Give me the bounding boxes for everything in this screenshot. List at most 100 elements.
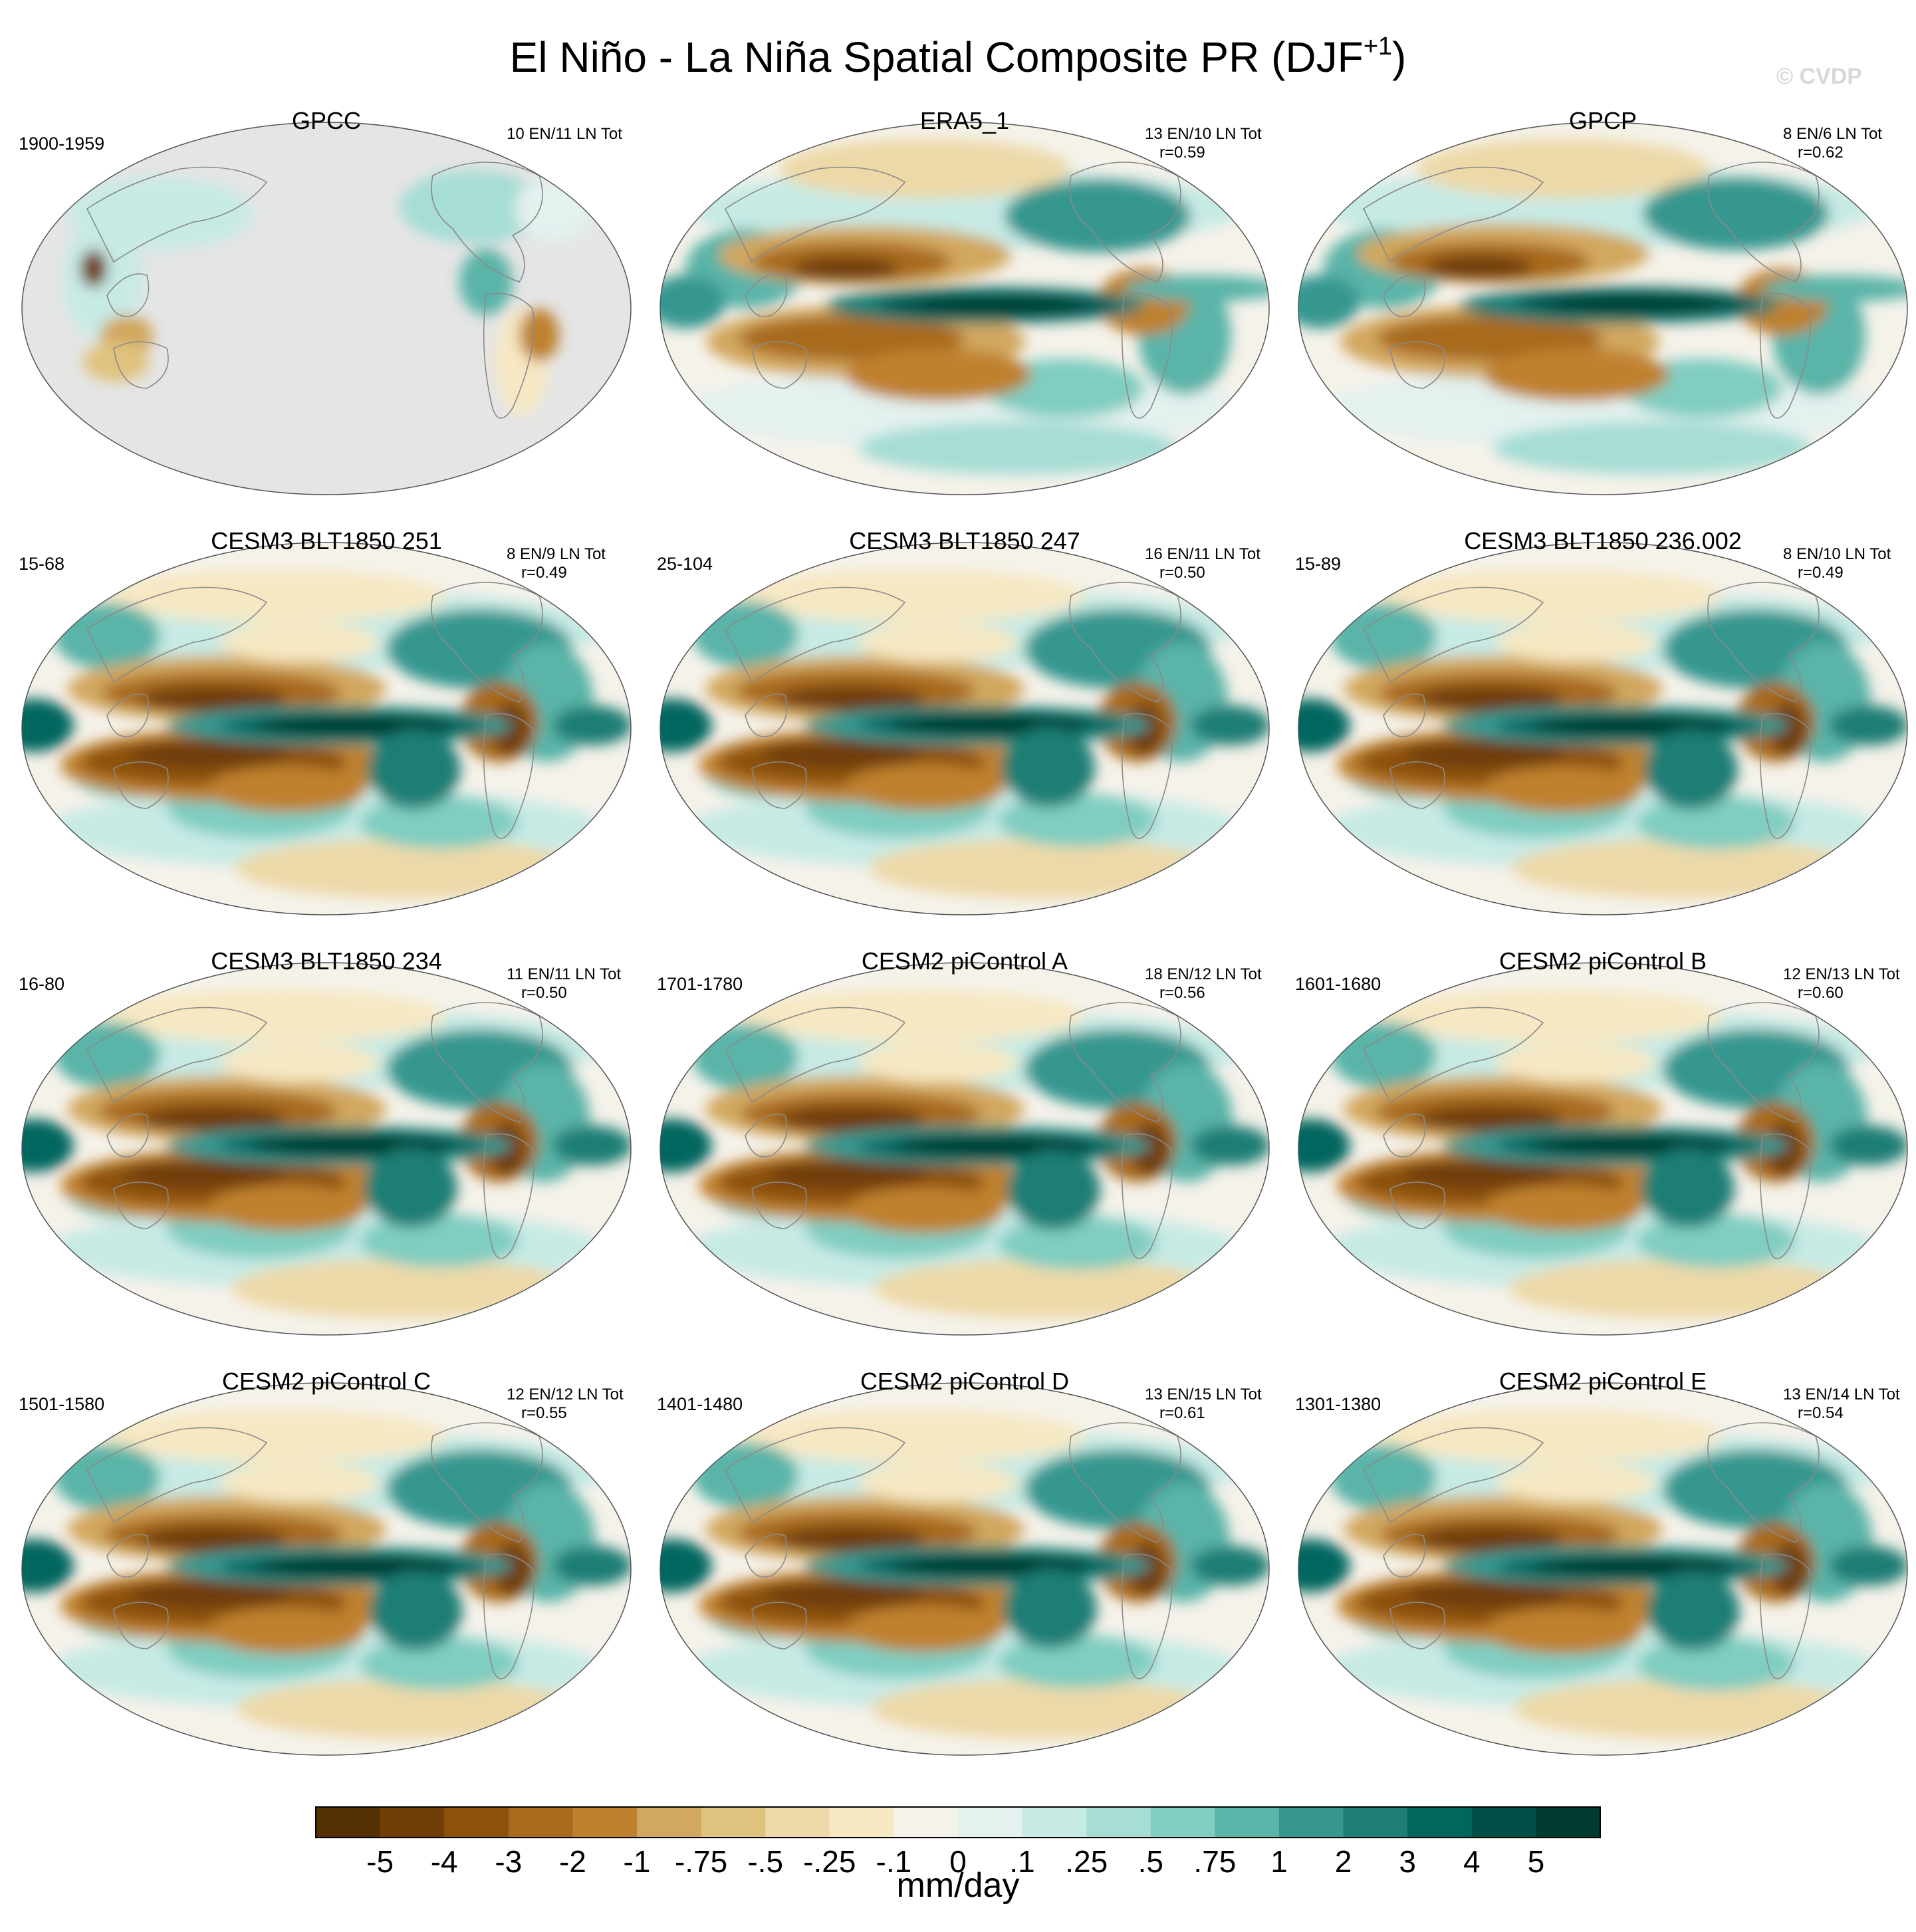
colorbar-swatch (829, 1807, 894, 1838)
anomaly-region (459, 249, 513, 315)
map-panel: CESM3 BLT1850 236.002 15-89 8 EN/10 LN Tot… (1283, 520, 1916, 940)
map-outline (1298, 1382, 1908, 1756)
anomaly-region (778, 1526, 925, 1552)
anomaly-region (1497, 622, 1656, 662)
colorbar-swatch (508, 1807, 573, 1838)
anomaly-region (1417, 685, 1563, 712)
map (21, 1382, 632, 1756)
panel-title: CESM2 piControl B (1498, 947, 1707, 975)
map-outline (659, 122, 1270, 495)
event-count-label: 13 EN/15 LN Tot (1145, 1386, 1262, 1403)
map-outline (1298, 962, 1908, 1336)
colorbar-swatch (1536, 1807, 1601, 1838)
anomaly-region (1829, 1546, 1907, 1586)
panel-event-counts: 8 EN/10 LN Tot r=0.49 (1783, 545, 1916, 582)
panel-title: CESM2 piControl C (221, 1368, 431, 1395)
pattern-correlation: r=0.54 (1798, 1404, 1844, 1422)
colorbar-swatch (1086, 1807, 1151, 1838)
anomaly-region (1532, 715, 1731, 735)
colorbar-swatch (444, 1807, 509, 1838)
colorbar-tick-label: 4 (1463, 1844, 1481, 1879)
anomaly-region (1829, 705, 1907, 745)
anomaly-region (1771, 1542, 1808, 1596)
pattern-correlation: r=0.50 (521, 984, 567, 1002)
colorbar-tick-label: -.1 (876, 1844, 912, 1879)
anomaly-region (1191, 1126, 1269, 1165)
anomaly-region (858, 622, 1018, 662)
panel-event-counts: 13 EN/15 LN Tot r=0.61 (1145, 1386, 1284, 1423)
anomaly-region (519, 308, 559, 362)
event-count-label: 13 EN/10 LN Tot (1145, 125, 1262, 143)
anomaly-region (1005, 179, 1191, 253)
map-outline (21, 1382, 632, 1756)
colorbar-swatch (1022, 1807, 1087, 1838)
anomaly-region (22, 1539, 74, 1592)
anomaly-region (1417, 1526, 1563, 1552)
colorbar-tick-label: .1 (1009, 1844, 1034, 1879)
colorbar-tick-label: 1 (1270, 1844, 1288, 1879)
anomaly-region (370, 1570, 463, 1651)
anomaly-region (894, 1136, 1094, 1155)
map (21, 962, 632, 1336)
colorbar-tick-label: -1 (624, 1844, 651, 1879)
map (21, 542, 632, 915)
event-count-label: 8 EN/10 LN Tot (1783, 545, 1891, 563)
anomaly-region (54, 603, 160, 669)
panel-event-counts: 11 EN/11 LN Tot r=0.50 (507, 965, 646, 1003)
anomaly-region (778, 139, 1071, 199)
anomaly-region (1377, 569, 1723, 622)
anomaly-region (1191, 1546, 1269, 1586)
anomaly-region (1298, 1119, 1350, 1172)
panel-title: GPCC (291, 107, 361, 134)
pattern-correlation: r=0.56 (1159, 984, 1205, 1002)
anomaly-region (492, 702, 529, 755)
anomaly-region (845, 1187, 1005, 1233)
anomaly-region (235, 838, 580, 898)
event-count-label: 12 EN/13 LN Tot (1783, 965, 1900, 983)
panel-period: 1401-1480 (657, 1394, 743, 1414)
anomaly-region (22, 1119, 74, 1172)
anomaly-region (739, 1409, 1084, 1463)
panel-title: CESM3 BLT1850 251 (211, 527, 442, 554)
anomaly-region (207, 766, 366, 812)
map-panel: CESM2 piControl A 1701-1780 18 EN/12 LN To… (645, 940, 1284, 1360)
map-field (22, 1383, 631, 1755)
event-count-label: 18 EN/12 LN Tot (1145, 965, 1262, 983)
panel-title: CESM2 piControl D (860, 1368, 1070, 1395)
anomaly-region (1534, 1556, 1733, 1576)
anomaly-region (1641, 1148, 1735, 1228)
anomaly-region (1512, 838, 1857, 898)
anomaly-region (125, 1159, 285, 1189)
pattern-correlation: r=0.49 (1798, 564, 1844, 582)
map-field (660, 963, 1269, 1335)
colorbar-tick-label: -5 (366, 1844, 394, 1879)
colorbar-swatch (637, 1807, 702, 1838)
map-panel: CESM2 piControl B 1601-1680 12 EN/13 LN To… (1283, 940, 1916, 1360)
panel-period: 25-104 (657, 554, 713, 574)
map-outline (21, 962, 632, 1336)
anomaly-region (1007, 1150, 1100, 1230)
colorbar-swatch (1150, 1807, 1215, 1838)
panel-period: 1501-1580 (19, 1394, 105, 1414)
map-panel: CESM2 piControl C 1501-1580 12 EN/12 LN To… (7, 1360, 646, 1780)
anomaly-region (552, 1126, 631, 1165)
anomaly-region (360, 796, 519, 849)
anomaly-region (1483, 1608, 1643, 1654)
colorbar-tick-label: 5 (1528, 1844, 1545, 1879)
anomaly-region (660, 1539, 712, 1592)
panel-event-counts: 13 EN/14 LN Tot r=0.54 (1783, 1386, 1916, 1423)
anomaly-region (257, 1556, 456, 1576)
anomaly-region (871, 1679, 1217, 1739)
anomaly-region (1550, 297, 1723, 313)
anomaly-region (494, 1542, 531, 1596)
anomaly-region (859, 422, 1178, 475)
anomaly-region (1417, 1106, 1563, 1132)
anomaly-region (858, 1463, 1018, 1503)
pattern-correlation: r=0.61 (1159, 1404, 1205, 1422)
anomaly-region (911, 297, 1084, 313)
map (21, 122, 632, 495)
map-panel: GPCP 8 EN/6 LN Tot r=0.62 (1283, 100, 1916, 520)
anomaly-region (1377, 989, 1723, 1042)
anomaly-region (1762, 275, 1907, 302)
pattern-correlation: r=0.49 (521, 564, 567, 582)
